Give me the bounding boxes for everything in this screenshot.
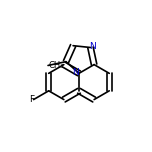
Text: F: F	[29, 95, 34, 104]
Text: CH₃: CH₃	[49, 61, 64, 70]
Text: N: N	[89, 42, 95, 51]
Text: N: N	[72, 68, 79, 77]
